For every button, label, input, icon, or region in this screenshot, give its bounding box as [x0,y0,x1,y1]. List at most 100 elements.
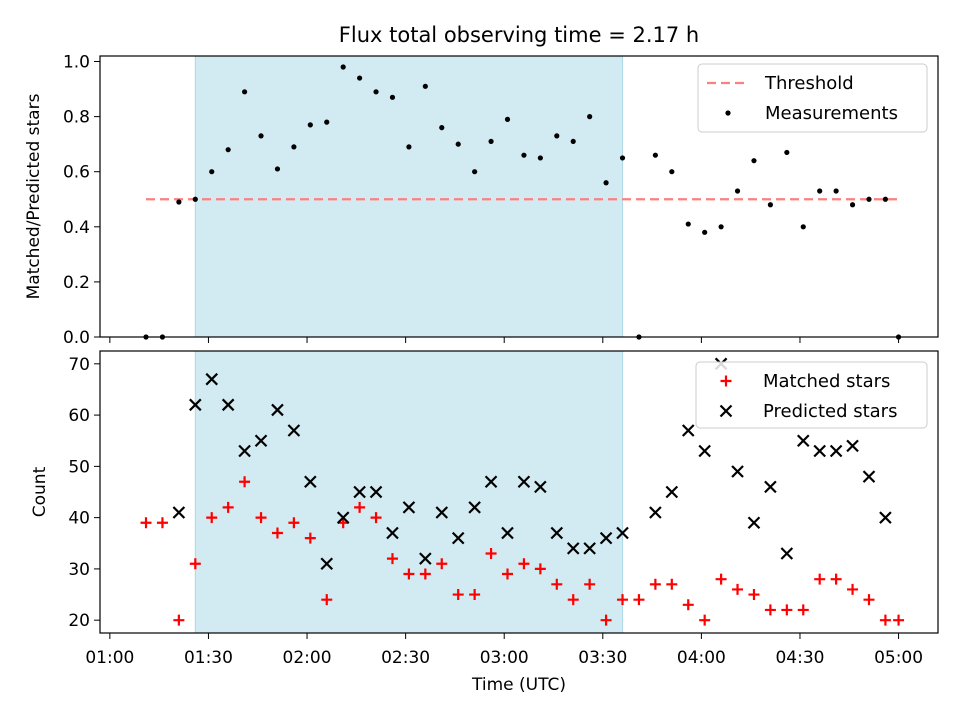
predicted-stars-point [681,424,695,437]
predicted-stars-point [271,403,284,417]
measurement-point [882,196,889,202]
predicted-stars-point [353,485,366,499]
predicted-stars-point [172,506,186,519]
observing-span [194,350,624,634]
legend-label: Measurements [765,103,898,124]
measurement-point [225,147,231,153]
y-tick-label: 0.6 [63,163,90,183]
bottom-panel-counts: 20 30 40 50 60 70 01:00 01:30 02:00 02:30 03:00 03:… [30,350,939,668]
matched-stars-point [699,614,711,626]
measurement-point [570,138,576,145]
measurement-point [472,169,478,175]
measurement-point [521,152,527,158]
predicted-stars-point [879,511,892,524]
measurement-point [241,89,248,95]
predicted-stars-point [304,475,317,489]
matched-stars-point [797,604,809,616]
y-tick-label: 70 [68,355,90,375]
predicted-stars-point [813,444,826,458]
predicted-stars-point [501,526,514,540]
measurement-point [340,64,346,70]
predicted-stars-point [599,531,613,545]
y-tick-label: 30 [68,560,90,580]
measurement-point [817,188,823,194]
predicted-stars-point [747,516,761,530]
predicted-stars-point [780,547,794,560]
matched-stars-point [469,589,481,601]
predicted-stars-point [221,398,235,412]
matched-stars-point [847,583,859,595]
measurement-point [176,199,182,205]
matched-stars-point [893,614,905,626]
matched-stars-point [288,517,300,529]
matched-stars-point [649,578,661,590]
x-tick-label: 05:00 [874,648,923,668]
predicted-stars-point [336,511,350,524]
matched-stars-point [715,573,727,585]
predicted-stars-point [451,531,465,545]
y-tick-label: 0.2 [63,273,90,293]
measurement-point [849,202,856,208]
matched-stars-point [271,527,283,539]
y-tick-label: 0.0 [63,328,90,348]
measurement-point [718,224,724,230]
legend-measurements-swatch [725,110,731,116]
measurement-point [833,188,839,194]
matched-stars-point [748,589,760,601]
predicted-stars-point [205,372,219,386]
legend: Matched stars Predicted stars [695,361,928,429]
y-axis-label: Matched/Predicted stars [24,93,44,299]
x-tick-label: 01:00 [85,648,134,668]
matched-stars-point [321,594,333,606]
matched-stars-point [156,517,168,529]
predicted-stars-point [829,444,843,458]
matched-stars-point [354,501,366,513]
predicted-stars-point [369,485,383,499]
measurement-point [455,141,461,147]
legend: Threshold Measurements [697,63,928,133]
predicted-stars-point [189,398,202,412]
measurement-point [734,188,741,194]
measurement-point [307,122,313,128]
matched-stars-point [222,501,234,513]
matched-stars-point [633,594,645,606]
matched-stars-point [403,568,415,580]
matched-stars-point [617,594,629,606]
y-axis-label: Count [30,466,50,517]
predicted-stars-point [419,552,432,565]
predicted-stars-point [566,542,580,555]
predicted-stars-point [796,434,810,448]
matched-stars-point [304,532,316,544]
predicted-stars-point [583,542,596,555]
x-tick-label: 03:30 [578,648,627,668]
matched-stars-point [386,553,398,565]
matched-stars-point [666,578,678,590]
predicted-stars-point [254,434,268,448]
matched-stars-point [567,594,579,606]
predicted-stars-point [468,501,481,514]
matched-stars-point [781,604,793,616]
matched-stars-point [370,512,382,524]
measurement-point [389,94,396,100]
matched-stars-point [452,589,464,601]
matched-stars-point [140,517,152,529]
measurement-point [784,149,790,156]
measurement-point [504,116,511,122]
measurement-point [767,202,774,208]
legend-label: Threshold [764,73,854,94]
observing-span [194,55,624,338]
axes-frame [99,55,939,338]
measurement-point [324,119,330,125]
measurement-point [406,144,412,150]
legend-label: Matched stars [763,371,890,392]
y-tick-label: 50 [68,457,90,477]
predicted-stars-point [649,506,662,519]
predicted-stars-point [846,439,859,453]
x-tick-label: 04:30 [775,648,824,668]
x-axis-label: Time (UTC) [471,675,566,695]
y-tick-label: 0.8 [63,108,90,128]
predicted-stars-point [484,475,498,489]
predicted-stars-point [517,475,531,489]
y-tick-label: 40 [68,509,90,529]
